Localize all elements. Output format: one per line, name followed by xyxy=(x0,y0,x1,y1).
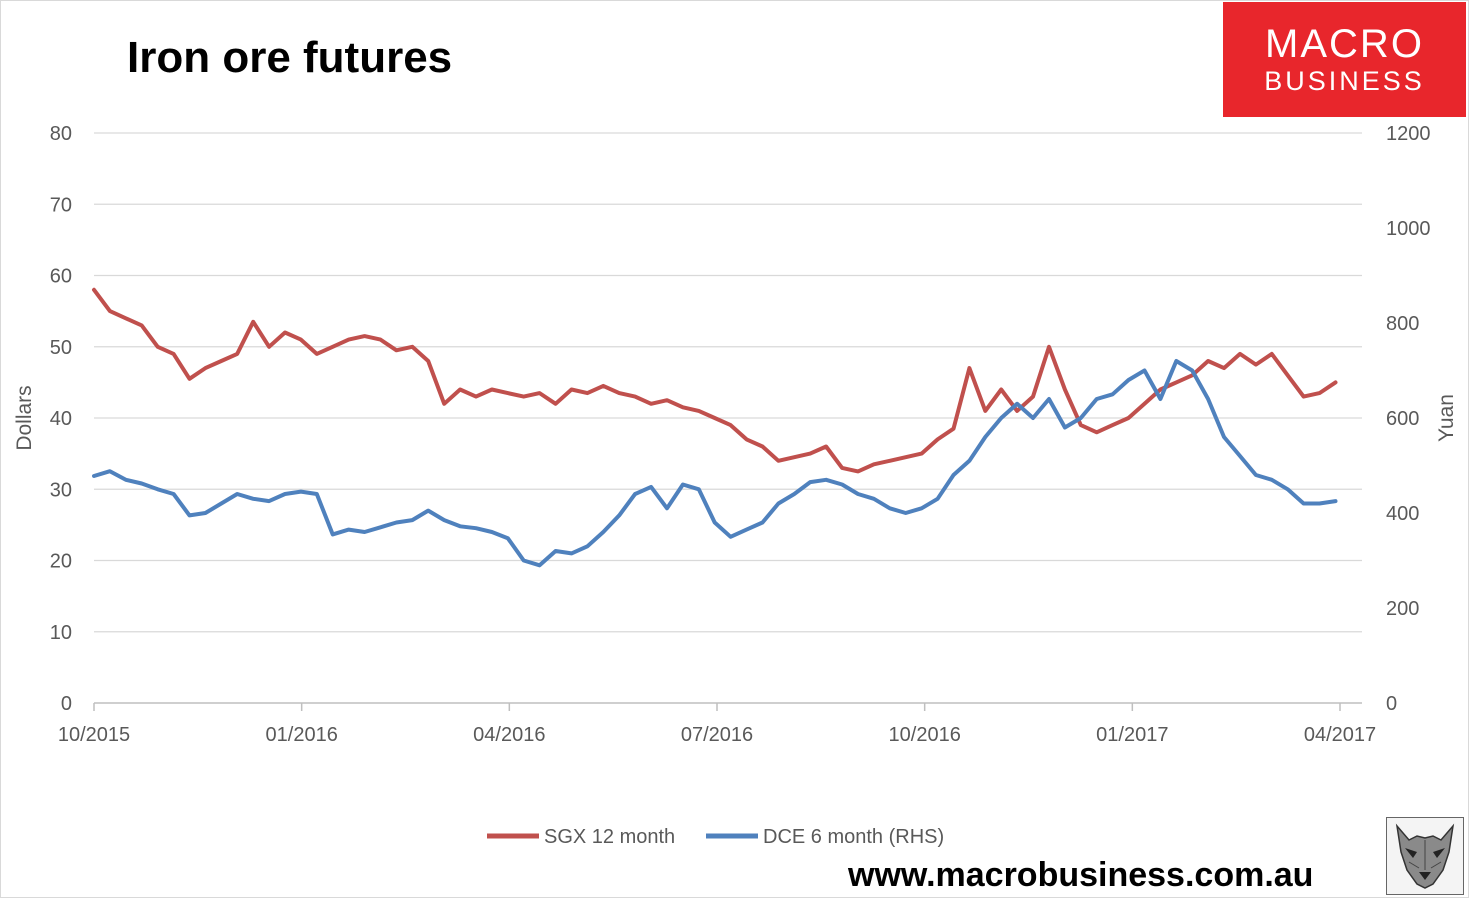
chart-grid xyxy=(94,132,1362,633)
chart-axes: 0102030405060708002004006008001000120010… xyxy=(13,123,1458,746)
y-tick-label: 60 xyxy=(50,266,72,288)
x-tick-label: 10/2016 xyxy=(889,724,961,746)
y2-tick-label: 1200 xyxy=(1386,123,1431,145)
y2-tick-label: 200 xyxy=(1386,598,1419,620)
y2-tick-label: 400 xyxy=(1386,503,1419,525)
y2-axis-title: Yuan xyxy=(1435,394,1458,442)
y-tick-label: 0 xyxy=(61,693,72,715)
y-tick-label: 80 xyxy=(50,123,72,145)
series-line-0 xyxy=(92,287,1338,474)
logo-line-2: BUSINESS xyxy=(1264,66,1425,96)
x-tick-label: 04/2016 xyxy=(473,724,545,746)
y-tick-label: 30 xyxy=(50,479,72,501)
chart-lines xyxy=(92,287,1338,568)
legend-label-0: SGX 12 month xyxy=(544,826,675,848)
wolf-head-icon xyxy=(1386,817,1464,895)
x-tick-label: 01/2017 xyxy=(1096,724,1168,746)
y-tick-label: 20 xyxy=(50,551,72,573)
y2-tick-label: 600 xyxy=(1386,408,1419,430)
x-tick-label: 07/2016 xyxy=(681,724,753,746)
x-tick-label: 10/2015 xyxy=(58,724,130,746)
chart-legend: SGX 12 month DCE 6 month (RHS) xyxy=(487,826,944,848)
chart-title: Iron ore futures xyxy=(127,33,453,82)
y-tick-label: 10 xyxy=(50,622,72,644)
y-tick-label: 70 xyxy=(50,194,72,216)
y2-tick-label: 1000 xyxy=(1386,218,1431,240)
legend-label-1: DCE 6 month (RHS) xyxy=(763,826,944,848)
website-url: www.macrobusiness.com.au xyxy=(848,856,1314,894)
y-axis-title: Dollars xyxy=(13,385,36,450)
x-tick-label: 01/2016 xyxy=(266,724,338,746)
y-tick-label: 50 xyxy=(50,337,72,359)
y2-tick-label: 800 xyxy=(1386,313,1419,335)
series-line-1 xyxy=(92,359,1338,568)
macrobusiness-logo: MACRO BUSINESS xyxy=(1223,2,1466,117)
x-tick-label: 04/2017 xyxy=(1304,724,1376,746)
logo-line-1: MACRO xyxy=(1265,22,1424,66)
y2-tick-label: 0 xyxy=(1386,693,1397,715)
y-tick-label: 40 xyxy=(50,408,72,430)
